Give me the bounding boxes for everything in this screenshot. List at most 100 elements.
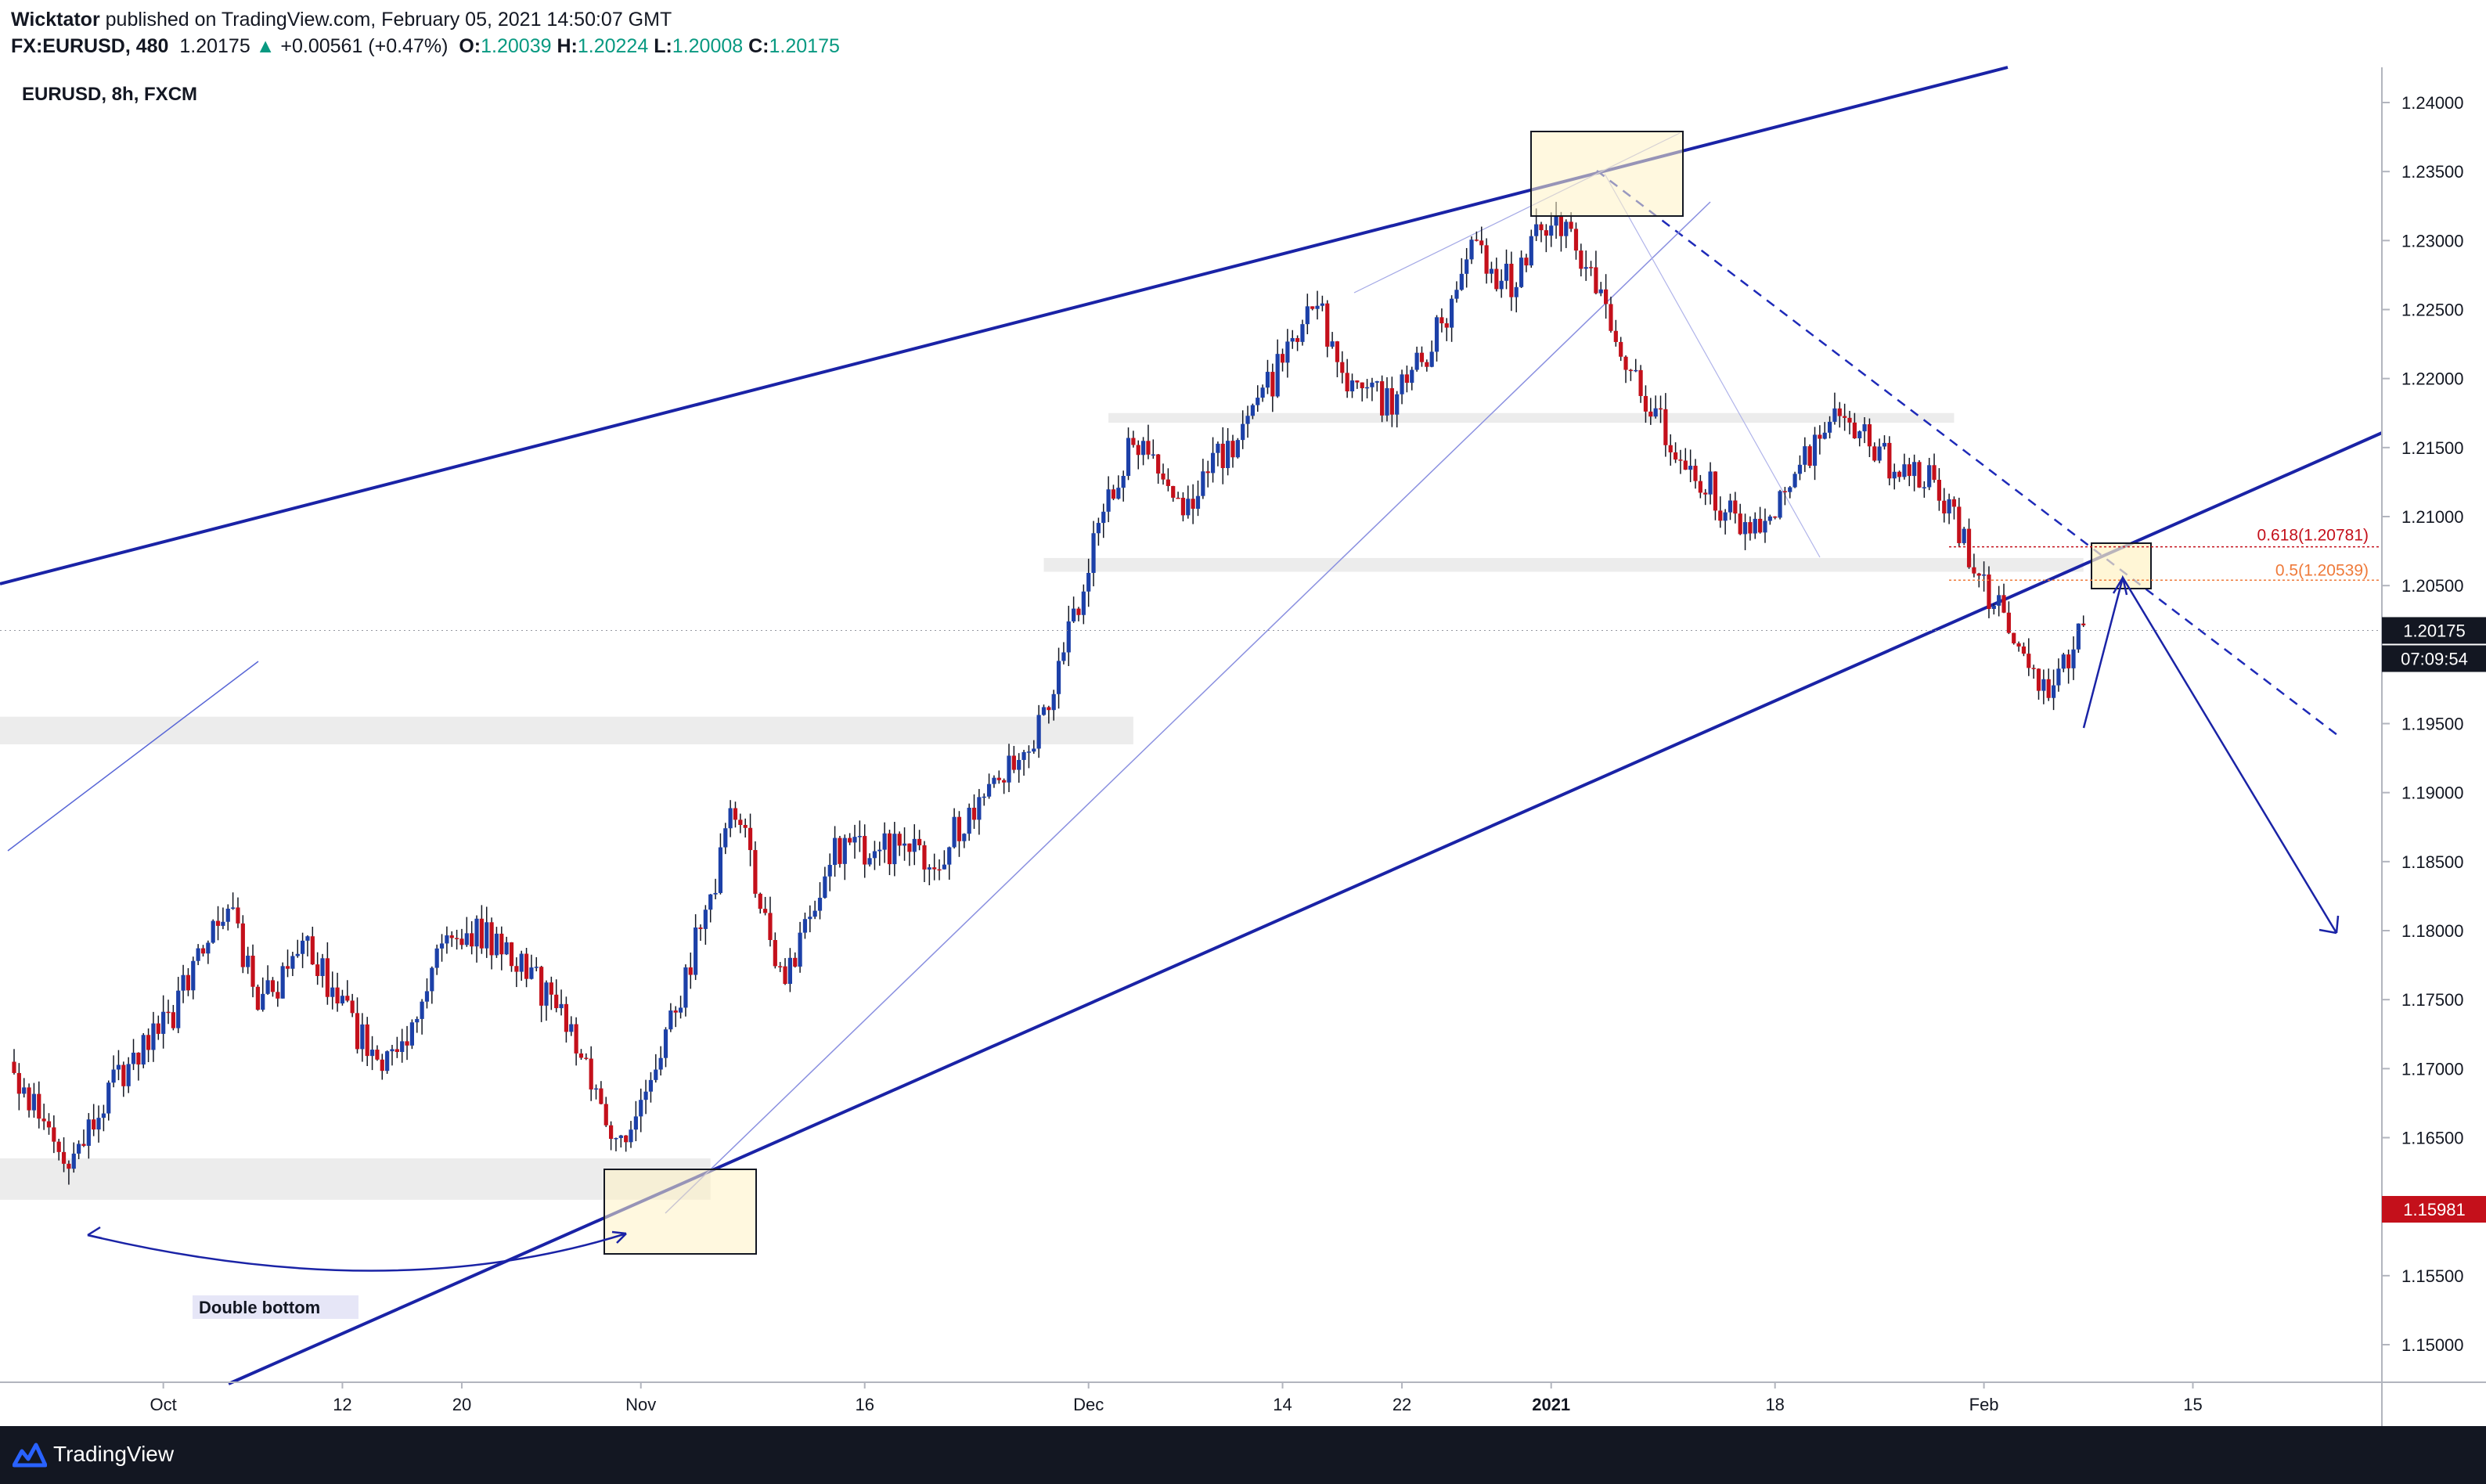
candle-body [2041, 679, 2046, 691]
candle-body [430, 967, 434, 992]
candle [355, 997, 360, 1054]
candle [56, 1138, 61, 1161]
candle-body [285, 966, 290, 969]
projection-arrow-down [2318, 915, 2340, 935]
candle [1419, 346, 1425, 367]
candle-body [1862, 424, 1867, 432]
author-name[interactable]: Wicktator [11, 9, 100, 31]
candle-body [161, 1011, 166, 1034]
candle [1987, 566, 1991, 618]
candle [1843, 403, 1847, 431]
candle [967, 803, 971, 841]
candle-body [1355, 380, 1360, 383]
candle-body [1121, 476, 1126, 488]
candle [27, 1083, 31, 1118]
candle-body [1753, 518, 1757, 534]
candle-body [1981, 575, 1987, 576]
candle-body [872, 851, 877, 859]
candle-body [166, 1011, 171, 1014]
tradingview-logo-icon[interactable] [13, 1442, 47, 1468]
candle-body [81, 1144, 86, 1146]
candle [46, 1113, 52, 1135]
price-tick-label: 1.22500 [2401, 301, 2464, 320]
candle-body [1494, 268, 1499, 290]
time-tick-label: 14 [1273, 1395, 1292, 1414]
lower-channel-line [228, 431, 2383, 1385]
candle-body [1360, 382, 1364, 389]
candle-body [86, 1119, 91, 1146]
candle [922, 841, 927, 883]
candle-body [1325, 303, 1330, 347]
candle [887, 830, 892, 876]
candle-body [61, 1151, 67, 1164]
candle-body [1847, 417, 1852, 423]
candle [390, 1044, 395, 1066]
candle-body [340, 996, 345, 1003]
candle [589, 1046, 593, 1101]
candle-body [494, 933, 499, 956]
candle [603, 1097, 608, 1127]
candle [2071, 636, 2076, 680]
candle [261, 977, 265, 1012]
candle [400, 1028, 405, 1063]
candle-body [1579, 250, 1583, 269]
candle-body [1315, 305, 1320, 309]
candle [206, 940, 211, 964]
candle-body [917, 838, 922, 845]
candle [1410, 366, 1414, 391]
candle-body [624, 1135, 629, 1143]
candle-body [897, 834, 902, 846]
candle-body [1648, 411, 1653, 417]
candle [494, 927, 499, 958]
candle-body [1002, 780, 1007, 783]
price-chart[interactable]: 0.618(1.20781)0.5(1.20539)Double bottom … [0, 59, 2486, 1426]
candle-body [200, 948, 206, 954]
candle [474, 915, 479, 963]
crosshair-price-label: 1.15981 [2403, 1200, 2466, 1219]
candle-body [937, 869, 942, 871]
candle [1395, 391, 1400, 428]
candle-body [2036, 668, 2041, 691]
candle [489, 917, 494, 970]
candle-body [529, 967, 534, 979]
candle-body [648, 1079, 654, 1092]
candle [559, 989, 564, 1016]
descending-dashed-trendline [1596, 170, 2341, 738]
tradingview-brand[interactable]: TradingView [53, 1442, 175, 1466]
candle-body [1375, 381, 1379, 383]
candle-body [380, 1059, 384, 1072]
candle-body [330, 987, 335, 997]
candle-body [1439, 317, 1444, 324]
candle [1778, 489, 1782, 520]
candle-body [27, 1087, 31, 1111]
candle-body [276, 992, 280, 999]
candle [369, 1036, 375, 1071]
candle-body [1032, 748, 1036, 752]
candle-body [1140, 441, 1146, 456]
candle [1370, 377, 1375, 402]
candle [1668, 434, 1673, 466]
candle-body [902, 843, 907, 846]
candle-body [479, 918, 484, 949]
candle [1220, 427, 1225, 484]
candle [952, 808, 957, 849]
candle-body [1021, 751, 1026, 760]
candle [1937, 468, 1942, 511]
candle-body [37, 1093, 41, 1119]
candle [614, 1137, 618, 1151]
candle [295, 939, 300, 958]
candle-body [654, 1069, 658, 1080]
candle [827, 853, 832, 891]
candle [81, 1129, 86, 1147]
candle-body [1380, 381, 1385, 416]
candle-body [1832, 408, 1837, 422]
candle-body [464, 933, 469, 946]
candle [255, 984, 260, 1011]
candle-body [1146, 441, 1151, 455]
candle [92, 1104, 96, 1136]
candle-body [808, 917, 812, 920]
candle [658, 1046, 663, 1076]
price-tick-label: 1.23000 [2401, 231, 2464, 250]
candle-body [1047, 707, 1051, 711]
candle-body [1195, 495, 1201, 509]
